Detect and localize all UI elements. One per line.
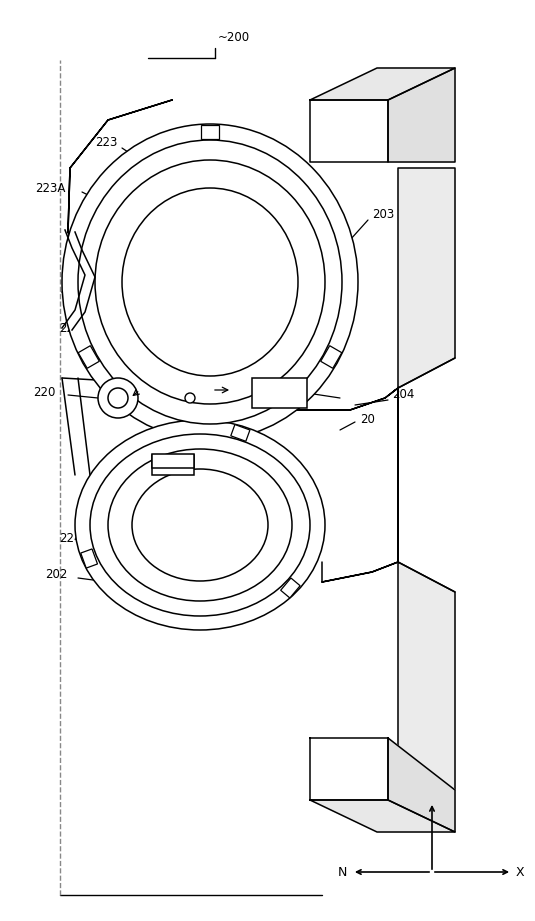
Text: 20: 20 — [360, 414, 375, 426]
Polygon shape — [388, 68, 455, 162]
Text: Y: Y — [434, 789, 442, 802]
Ellipse shape — [108, 449, 292, 601]
Ellipse shape — [62, 124, 358, 440]
Ellipse shape — [132, 469, 268, 581]
Text: F: F — [210, 376, 217, 389]
Polygon shape — [320, 345, 342, 368]
Text: 202: 202 — [45, 568, 68, 581]
Text: 220: 220 — [33, 386, 55, 399]
Polygon shape — [310, 800, 455, 832]
Bar — [152, 454, 194, 468]
Text: 221: 221 — [135, 436, 158, 449]
Ellipse shape — [75, 420, 325, 630]
Text: 223A: 223A — [192, 214, 223, 227]
Text: 202A: 202A — [225, 542, 255, 554]
Polygon shape — [81, 549, 97, 568]
Polygon shape — [398, 562, 455, 790]
Ellipse shape — [78, 140, 342, 424]
Text: 225: 225 — [166, 494, 188, 507]
Text: 203: 203 — [372, 208, 394, 221]
Text: X: X — [516, 866, 524, 879]
Text: ~200: ~200 — [218, 31, 250, 44]
Text: 224: 224 — [59, 531, 82, 544]
Polygon shape — [310, 100, 388, 162]
Ellipse shape — [98, 378, 138, 418]
Text: 222: 222 — [59, 321, 82, 334]
Text: 204: 204 — [392, 389, 415, 402]
Text: 223A: 223A — [172, 255, 202, 269]
Bar — [252, 378, 307, 408]
Text: 223: 223 — [96, 136, 118, 149]
Polygon shape — [201, 125, 219, 139]
Text: 224: 224 — [75, 228, 98, 241]
Polygon shape — [398, 168, 455, 388]
Polygon shape — [281, 578, 300, 598]
Text: 225: 225 — [238, 204, 261, 216]
Ellipse shape — [90, 434, 310, 616]
Polygon shape — [310, 68, 455, 100]
Text: 223A: 223A — [35, 181, 65, 194]
Bar — [152, 455, 194, 475]
Polygon shape — [231, 425, 250, 441]
Polygon shape — [310, 738, 388, 800]
Text: N: N — [337, 866, 347, 879]
Polygon shape — [68, 100, 398, 582]
Ellipse shape — [95, 160, 325, 404]
Ellipse shape — [108, 388, 128, 408]
Text: 201: 201 — [116, 451, 138, 464]
Ellipse shape — [185, 393, 195, 403]
Ellipse shape — [122, 188, 298, 376]
Text: 203A: 203A — [238, 263, 268, 276]
Polygon shape — [388, 738, 455, 832]
Polygon shape — [78, 345, 100, 368]
